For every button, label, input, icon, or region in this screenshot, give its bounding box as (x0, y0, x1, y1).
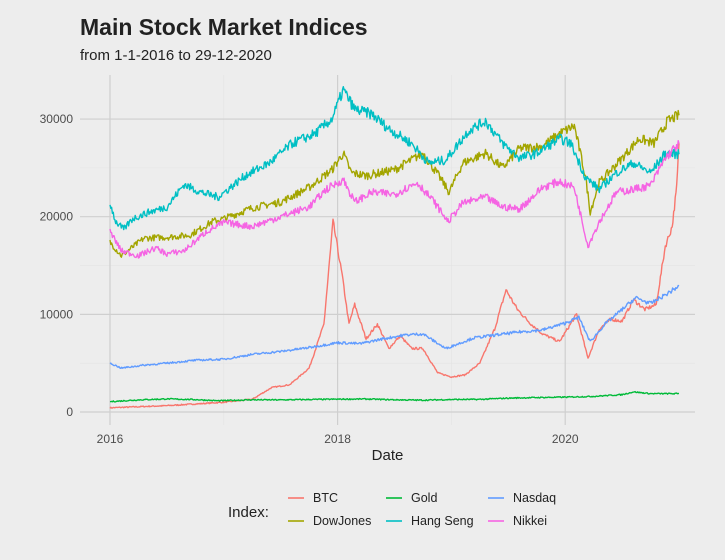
legend-label: Gold (411, 491, 437, 505)
y-tick-label: 0 (66, 405, 73, 419)
y-tick-label: 10000 (40, 307, 74, 321)
series-line-nikkei (109, 140, 680, 259)
x-tick-label: 2016 (97, 432, 124, 446)
legend-item-nikkei: Nikkei (488, 514, 547, 528)
legend-item-dowjones: DowJones (288, 514, 371, 528)
grid-lines (80, 75, 695, 425)
legend-label: BTC (313, 491, 338, 505)
series-line-dowjones (109, 109, 680, 258)
legend-item-btc: BTC (288, 491, 338, 505)
series-line-gold (109, 390, 680, 403)
axis-ticks: 0 10000 20000 30000 2016 2018 2020 (40, 112, 579, 446)
legend-label: DowJones (313, 514, 371, 528)
legend-label: Nasdaq (513, 491, 556, 505)
chart-title: Main Stock Market Indices (80, 14, 368, 40)
x-tick-label: 2020 (552, 432, 579, 446)
series-line-nasdaq (109, 284, 680, 369)
legend-item-hang-seng: Hang Seng (386, 514, 474, 528)
series-line-btc (109, 143, 680, 409)
legend-item-gold: Gold (386, 491, 437, 505)
legend: Index: BTC DowJones Gold Hang Seng Nasdaq Nikk… (228, 491, 556, 528)
legend-label: Nikkei (513, 514, 547, 528)
x-tick-label: 2018 (324, 432, 351, 446)
legend-label: Hang Seng (411, 514, 474, 528)
series-line-hang-seng (109, 86, 680, 231)
series-lines (109, 86, 680, 409)
y-tick-label: 20000 (40, 210, 74, 224)
legend-title: Index: (228, 504, 269, 521)
legend-item-nasdaq: Nasdaq (488, 491, 556, 505)
y-tick-label: 30000 (40, 112, 74, 126)
chart-subtitle: from 1-1-2016 to 29-12-2020 (80, 47, 272, 64)
x-axis-title: Date (372, 447, 404, 464)
